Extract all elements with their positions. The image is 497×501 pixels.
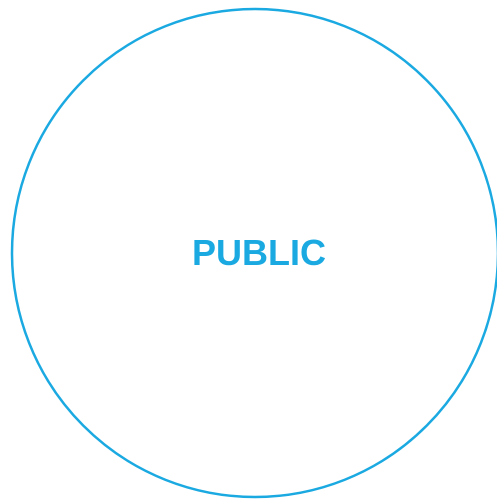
- circle-label: PUBLIC: [192, 232, 326, 273]
- public-circle: [10, 7, 497, 499]
